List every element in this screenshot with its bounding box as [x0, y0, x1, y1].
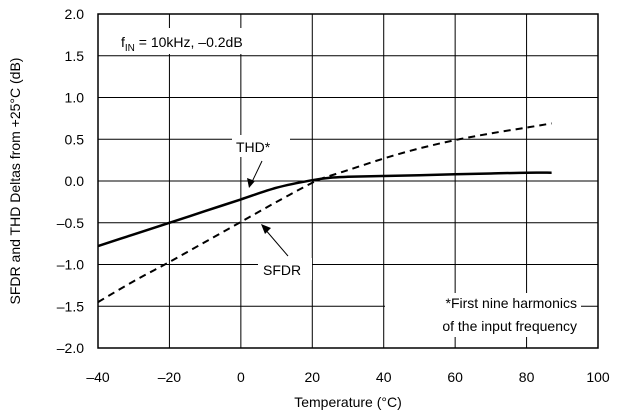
x-tick-label: –40 — [86, 369, 110, 385]
footnote-line-2: of the input frequency — [442, 318, 577, 334]
y-tick-label: –0.5 — [57, 215, 84, 231]
thd-label-bg — [232, 135, 290, 157]
x-tick-label: 40 — [376, 369, 392, 385]
thd-label: THD* — [236, 139, 271, 155]
condition-box-bg — [110, 28, 300, 54]
y-tick-label: –1.5 — [57, 298, 84, 314]
thd-arrow-line — [250, 160, 263, 185]
sfdr-arrowhead — [261, 224, 271, 234]
thd-callout: THD* — [232, 135, 290, 188]
y-tick-label: 0.0 — [65, 173, 85, 189]
footnote: *First nine harmonics of the input frequ… — [385, 293, 581, 337]
x-tick-label: 80 — [519, 369, 535, 385]
sfdr-label: SFDR — [263, 262, 301, 278]
y-tick-label: 1.0 — [65, 90, 85, 106]
thd-series-line — [97, 171, 552, 248]
condition-annotation: fIN = 10kHz, –0.2dB — [110, 28, 300, 54]
y-tick-label: 1.5 — [65, 48, 85, 64]
series-layer — [97, 122, 552, 303]
tick-labels: –40 –20 0 20 40 60 80 100 –2.0 –1.5 –1.0 –0.5 0.0 0.5… — [57, 6, 610, 385]
thd-arrowhead — [247, 178, 255, 188]
y-tick-label: 0.5 — [65, 131, 85, 147]
footnote-line-1: *First nine harmonics — [446, 295, 578, 311]
x-tick-label: 60 — [447, 369, 463, 385]
condition-subscript: IN — [125, 43, 135, 54]
y-axis-title: SFDR and THD Deltas from +25°C (dB) — [7, 58, 23, 305]
condition-suffix: = 10kHz, –0.2dB — [135, 34, 243, 50]
x-tick-label: 100 — [586, 369, 610, 385]
x-tick-label: 20 — [304, 369, 320, 385]
x-axis-title: Temperature (°C) — [294, 394, 402, 410]
sfdr-callout: SFDR — [258, 224, 312, 280]
y-tick-label: –1.0 — [57, 257, 84, 273]
x-tick-label: –20 — [158, 369, 182, 385]
plot-frame — [97, 13, 599, 349]
y-tick-label: –2.0 — [57, 340, 84, 356]
y-tick-label: 2.0 — [65, 6, 85, 22]
sfdr-arrow-line — [263, 227, 289, 257]
footnote-bg — [385, 293, 581, 337]
condition-text: fIN = 10kHz, –0.2dB — [121, 34, 243, 54]
condition-prefix: f — [121, 34, 125, 50]
sfdr-label-bg — [258, 258, 312, 280]
x-tick-label: 0 — [237, 369, 245, 385]
sfdr-series-line — [97, 122, 552, 303]
